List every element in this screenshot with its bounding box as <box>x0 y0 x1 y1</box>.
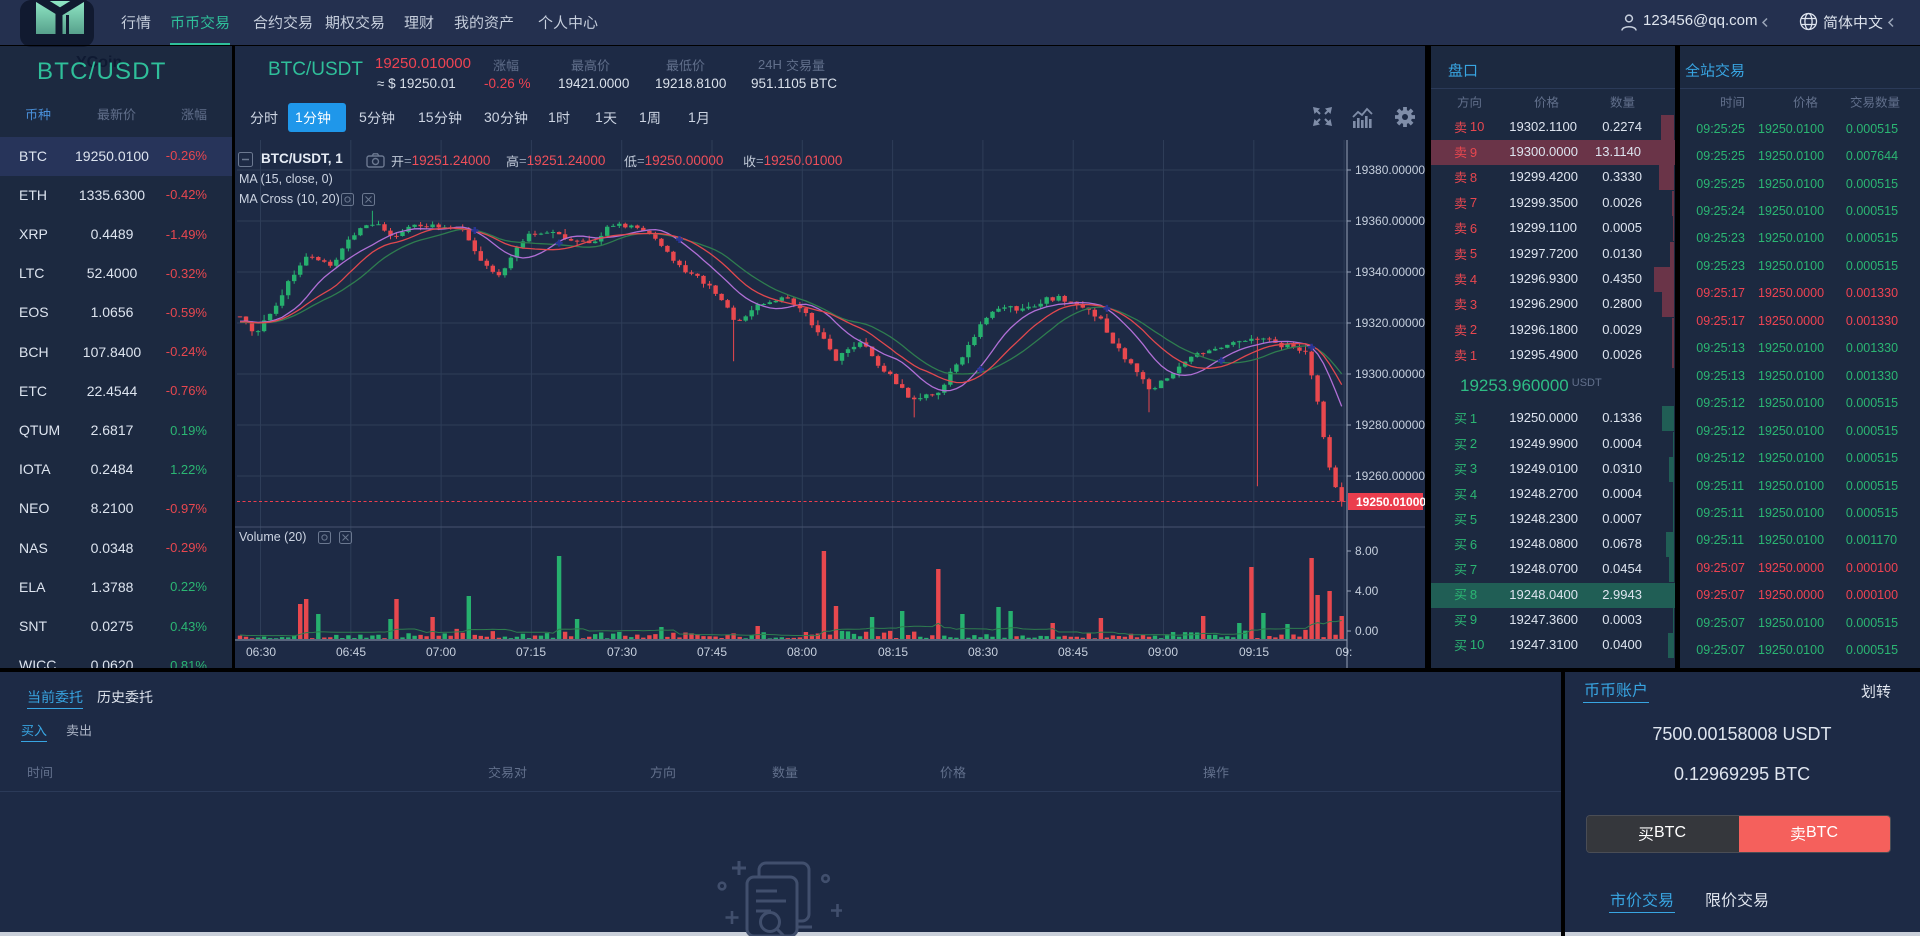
svg-text:19360.00000: 19360.00000 <box>1355 214 1425 228</box>
svg-text:19280.00000: 19280.00000 <box>1355 418 1425 432</box>
svg-text:4.00: 4.00 <box>1355 584 1379 598</box>
svg-text:08:15: 08:15 <box>878 645 908 659</box>
svg-text:19380.00000: 19380.00000 <box>1355 163 1425 177</box>
svg-text:19300.00000: 19300.00000 <box>1355 367 1425 381</box>
svg-text:8.00: 8.00 <box>1355 544 1379 558</box>
svg-text:09:15: 09:15 <box>1239 645 1269 659</box>
svg-text:19320.00000: 19320.00000 <box>1355 316 1425 330</box>
svg-text:08:30: 08:30 <box>968 645 998 659</box>
svg-text:19340.00000: 19340.00000 <box>1355 265 1425 279</box>
svg-text:07:00: 07:00 <box>426 645 456 659</box>
svg-text:08:45: 08:45 <box>1058 645 1088 659</box>
svg-text:07:45: 07:45 <box>697 645 727 659</box>
svg-text:0.00: 0.00 <box>1355 624 1379 638</box>
svg-text:07:30: 07:30 <box>607 645 637 659</box>
svg-text:19260.00000: 19260.00000 <box>1355 469 1425 483</box>
svg-text:19250.01000: 19250.01000 <box>1356 495 1425 509</box>
svg-text:06:30: 06:30 <box>246 645 276 659</box>
svg-text:07:15: 07:15 <box>516 645 546 659</box>
svg-text:09:: 09: <box>1336 645 1353 659</box>
svg-text:06:45: 06:45 <box>336 645 366 659</box>
svg-text:09:00: 09:00 <box>1148 645 1178 659</box>
svg-text:08:00: 08:00 <box>787 645 817 659</box>
